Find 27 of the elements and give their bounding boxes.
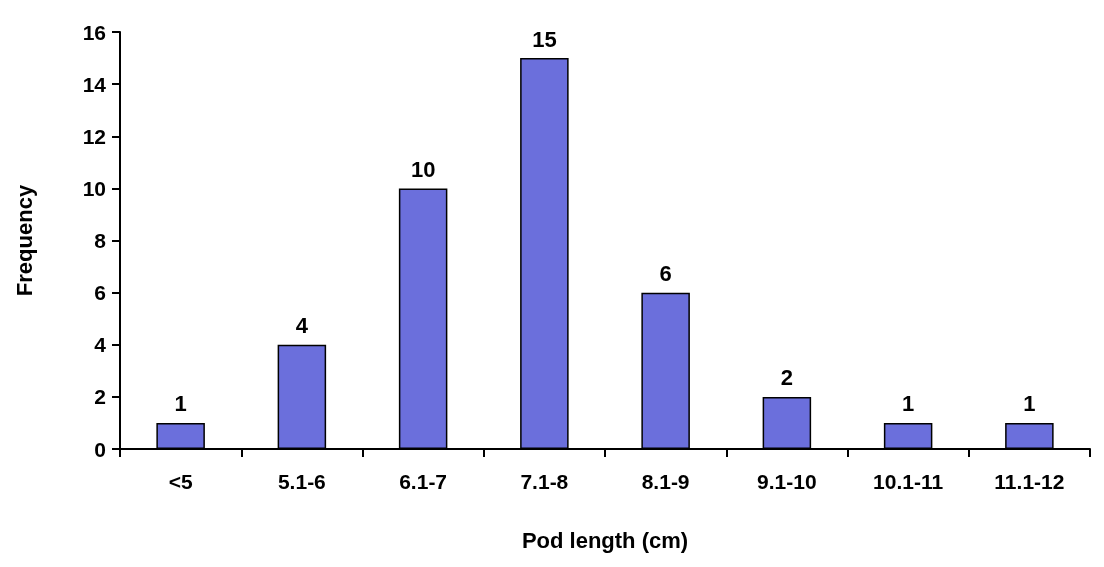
- y-tick-label: 6: [94, 281, 106, 305]
- data-label: 4: [295, 313, 309, 339]
- x-tick-label: 9.1-10: [757, 470, 817, 493]
- data-label: 15: [532, 26, 557, 52]
- y-tick-label: 8: [94, 229, 107, 252]
- x-tick-label: 7.1-8: [520, 470, 569, 493]
- data-label: 10: [410, 156, 436, 182]
- y-tick-label: 2: [94, 385, 106, 409]
- data-label: 6: [659, 261, 672, 287]
- y-tick-label: 16: [82, 20, 106, 44]
- x-axis-title: Pod length (cm): [521, 527, 689, 553]
- data-label: 1: [1023, 391, 1036, 417]
- data-label: 2: [780, 365, 793, 391]
- x-tick-label: 11.1-12: [994, 470, 1065, 493]
- x-tick-label: 8.1-9: [641, 470, 690, 493]
- y-tick-label: 0: [94, 437, 106, 461]
- x-tick-label: 5.1-6: [277, 470, 326, 493]
- data-label: 1: [174, 391, 187, 417]
- y-tick-label: 14: [82, 72, 107, 96]
- x-tick-label: 6.1-7: [399, 470, 448, 493]
- y-tick-label: 12: [82, 124, 106, 148]
- y-tick-label: 4: [94, 333, 107, 357]
- x-tick-label: 10.1-11: [873, 470, 944, 493]
- x-tick-label: <5: [168, 470, 193, 493]
- y-tick-label: 10: [82, 176, 106, 200]
- data-label: 1: [902, 391, 915, 417]
- y-axis-title: Frequency: [11, 184, 37, 297]
